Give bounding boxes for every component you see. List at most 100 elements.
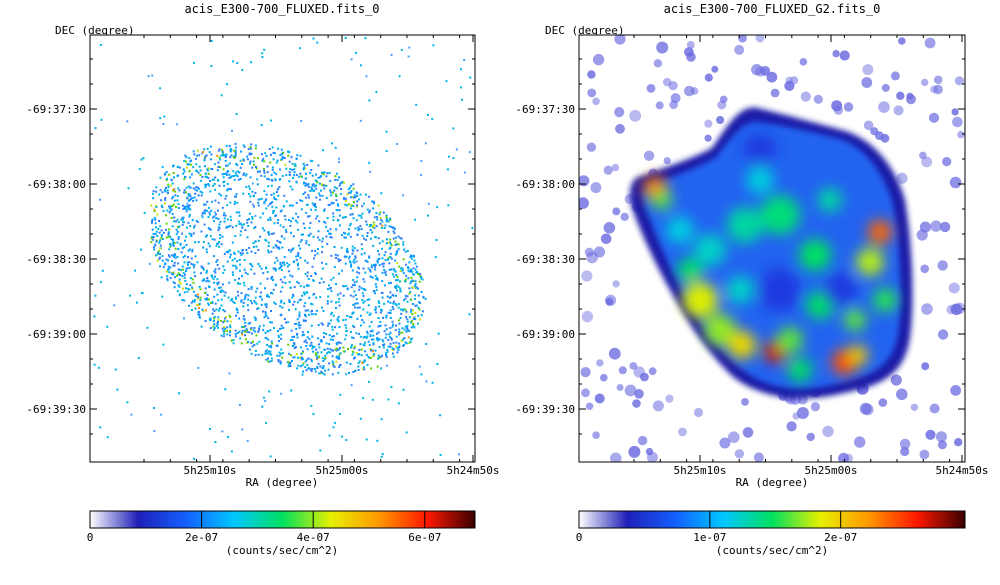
event-dot xyxy=(356,306,359,309)
event-dot xyxy=(209,158,212,161)
background-blob xyxy=(728,431,740,444)
event-dot xyxy=(176,274,178,277)
event-dot xyxy=(299,285,302,288)
event-dot xyxy=(368,343,371,346)
event-dot xyxy=(374,274,377,277)
event-dot xyxy=(238,223,241,225)
xtick-label: 5h25m10s xyxy=(184,464,237,477)
event-dot xyxy=(267,338,270,341)
event-dot xyxy=(272,246,275,249)
event-dot xyxy=(309,159,312,162)
event-dot xyxy=(326,302,329,305)
background-blob xyxy=(893,105,904,116)
event-dot xyxy=(463,171,466,174)
event-dot xyxy=(399,290,402,293)
event-dot xyxy=(390,226,393,229)
event-dot xyxy=(219,158,222,161)
event-dot xyxy=(372,355,375,357)
event-dot xyxy=(251,345,254,348)
event-dot xyxy=(151,74,154,77)
event-dot xyxy=(296,221,299,224)
event-dot xyxy=(377,237,380,240)
event-dot xyxy=(414,218,417,221)
event-dot xyxy=(236,290,239,293)
event-dot xyxy=(299,247,302,250)
event-dot xyxy=(203,223,206,226)
event-dot xyxy=(283,263,286,266)
event-dot xyxy=(206,269,208,272)
event-dot xyxy=(431,117,434,120)
event-dot xyxy=(361,212,364,215)
background-blob xyxy=(592,53,605,66)
event-dot xyxy=(345,334,348,337)
event-dot xyxy=(211,178,214,181)
event-dot xyxy=(338,326,341,329)
event-dot xyxy=(219,286,222,289)
event-dot xyxy=(417,294,420,297)
event-dot xyxy=(375,288,378,291)
event-dot xyxy=(385,355,388,358)
event-dot xyxy=(327,295,330,298)
event-dot xyxy=(183,273,186,276)
event-dot xyxy=(253,343,256,346)
event-dot xyxy=(303,292,306,295)
event-dot xyxy=(370,338,373,341)
event-dot xyxy=(254,252,257,254)
event-dot xyxy=(354,227,357,230)
event-dot xyxy=(200,230,203,233)
event-dot xyxy=(398,280,401,283)
event-dot xyxy=(154,244,157,247)
event-dot xyxy=(106,325,109,328)
event-dot xyxy=(407,269,410,272)
background-blob xyxy=(790,76,799,85)
event-dot xyxy=(388,262,391,265)
event-dot xyxy=(339,342,342,345)
event-dot xyxy=(175,206,177,209)
event-dot xyxy=(182,172,185,175)
event-dot xyxy=(327,288,329,290)
background-blob xyxy=(755,35,765,43)
event-dot xyxy=(342,346,345,349)
event-dot xyxy=(192,187,195,190)
background-blob xyxy=(954,438,963,447)
event-dot xyxy=(268,360,271,363)
event-dot xyxy=(324,369,326,372)
event-dot xyxy=(260,197,263,200)
event-dot xyxy=(225,226,228,229)
event-dot xyxy=(241,331,243,334)
event-dot xyxy=(291,275,294,278)
event-dot xyxy=(310,324,313,327)
event-dot xyxy=(174,257,177,260)
panel-smoothed-xlabel: RA (degree) xyxy=(736,476,809,489)
event-dot xyxy=(339,352,342,355)
event-dot xyxy=(280,153,283,156)
background-blob xyxy=(863,120,874,131)
event-dot xyxy=(390,337,393,340)
event-dot xyxy=(279,301,282,304)
event-dot xyxy=(288,180,291,183)
cool-patch xyxy=(822,272,858,308)
event-dot xyxy=(236,309,239,311)
event-dot xyxy=(326,352,329,355)
event-dot xyxy=(221,327,224,330)
event-dot xyxy=(242,158,245,161)
event-dot xyxy=(324,357,327,359)
event-dot xyxy=(217,229,220,232)
event-dot xyxy=(338,366,341,368)
event-dot xyxy=(201,279,204,282)
event-dot xyxy=(350,58,353,61)
event-dot xyxy=(356,200,359,203)
event-dot xyxy=(221,206,224,209)
event-dot xyxy=(372,341,375,344)
event-dot xyxy=(344,338,347,341)
event-dot xyxy=(232,170,235,173)
event-dot xyxy=(214,199,217,202)
event-dot xyxy=(326,230,329,232)
event-dot xyxy=(405,330,408,333)
event-dot xyxy=(249,147,252,150)
event-dot xyxy=(301,294,304,297)
event-dot xyxy=(199,272,202,275)
event-dot xyxy=(389,331,392,334)
event-dot xyxy=(360,354,363,357)
event-dot xyxy=(311,335,314,338)
